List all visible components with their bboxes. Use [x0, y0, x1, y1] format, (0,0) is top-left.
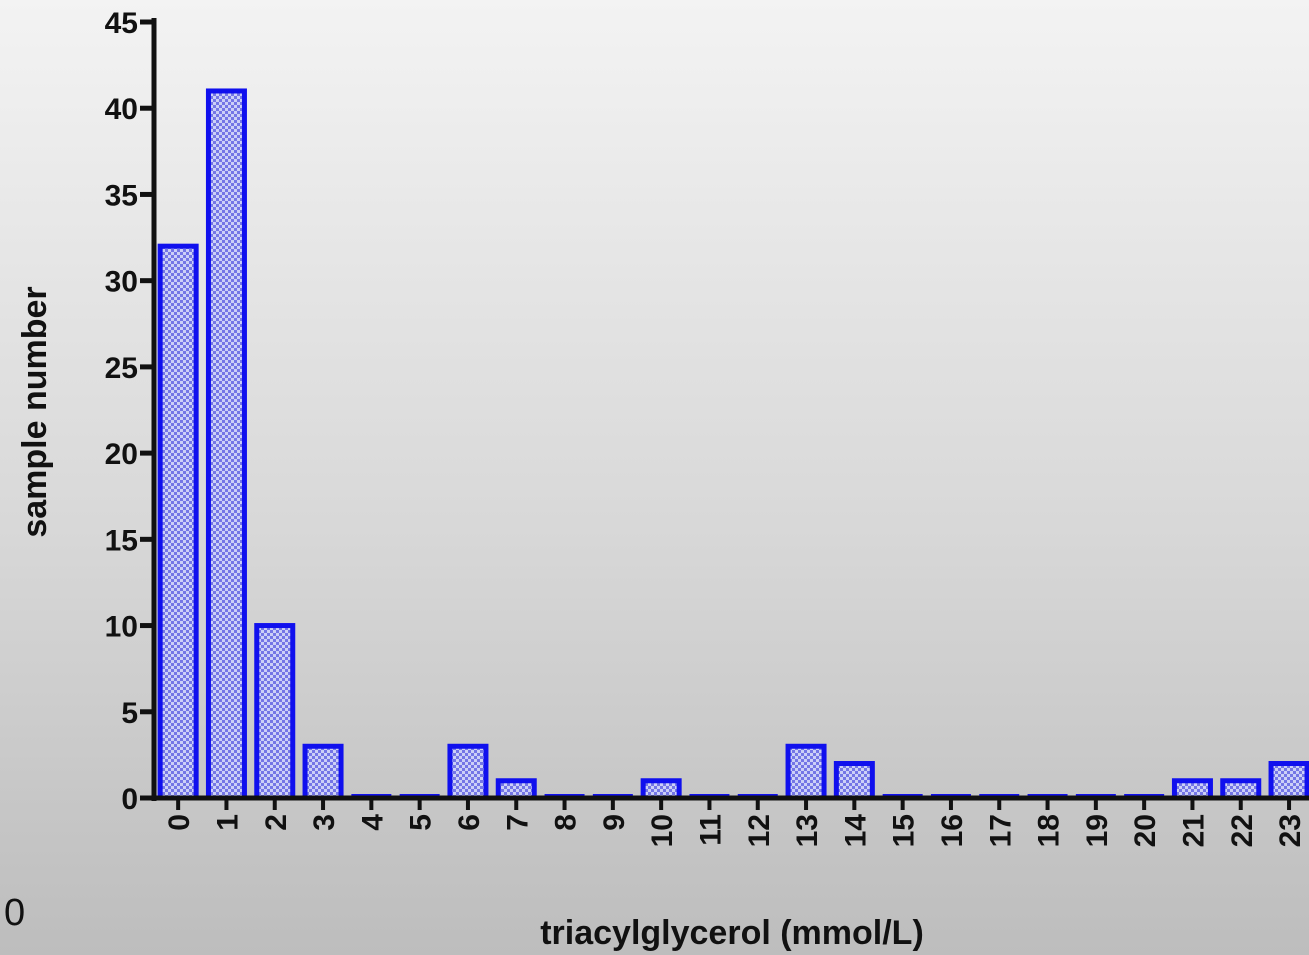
x-axis-title: triacylglycerol (mmol/L) [540, 914, 924, 952]
x-tick-label-6: 6 [453, 814, 486, 831]
y-axis: 0 5 10 15 20 25 30 35 40 45 [105, 7, 157, 816]
x-tick-label-2: 2 [260, 814, 293, 831]
bar-3 [302, 743, 344, 801]
bar-6 [447, 743, 489, 801]
x-tick-label-0: 0 [163, 814, 196, 831]
y-tick-label-35: 35 [105, 179, 138, 212]
x-tick-label-3: 3 [308, 814, 341, 831]
x-tick-label-12: 12 [743, 814, 776, 847]
x-tick-label-17: 17 [984, 814, 1017, 847]
bar-2 [254, 623, 296, 801]
x-tick-label-14: 14 [839, 814, 872, 848]
x-tick-label-5: 5 [405, 814, 438, 831]
bar-21 [1171, 778, 1213, 801]
y-tick-label-25: 25 [105, 352, 138, 385]
bar-7 [495, 778, 537, 801]
bar-0 [157, 243, 199, 801]
x-tick-label-19: 19 [1081, 814, 1114, 847]
corner-label: 0 [4, 892, 26, 934]
y-tick-label-10: 10 [105, 611, 138, 644]
x-tick-label-1: 1 [211, 814, 244, 831]
x-tick-label-4: 4 [356, 814, 389, 831]
bar-22 [1220, 778, 1262, 801]
x-tick-label-11: 11 [694, 814, 727, 846]
bar-13 [785, 743, 827, 801]
x-tick-label-20: 20 [1129, 814, 1162, 847]
x-tick-label-10: 10 [646, 814, 679, 847]
y-tick-label-45: 45 [105, 7, 138, 40]
y-tick-label-30: 30 [105, 266, 138, 299]
x-tick-label-22: 22 [1226, 814, 1259, 847]
bar-10 [640, 778, 682, 801]
x-tick-label-15: 15 [888, 814, 921, 847]
x-tick-label-8: 8 [550, 814, 583, 831]
bar-14 [833, 761, 875, 801]
y-tick-label-0: 0 [121, 783, 138, 816]
x-tick-label-18: 18 [1033, 814, 1066, 847]
x-tick-label-16: 16 [936, 814, 969, 847]
y-axis-title: sample number [16, 286, 54, 537]
x-tick-label-21: 21 [1177, 814, 1210, 847]
bar-1 [205, 88, 247, 801]
y-tick-label-15: 15 [105, 524, 138, 557]
x-axis: 0 1 2 3 4 5 6 7 8 9 10 11 12 13 14 15 16 17 18 19 20 21 22 23 [151, 795, 1309, 848]
y-tick-label-5: 5 [121, 697, 138, 730]
x-tick-label-13: 13 [791, 814, 824, 847]
y-tick-label-40: 40 [105, 93, 138, 126]
x-tick-label-23: 23 [1274, 814, 1307, 847]
x-tick-label-7: 7 [501, 814, 534, 831]
y-tick-label-20: 20 [105, 438, 138, 471]
bar-23 [1268, 761, 1309, 801]
x-tick-label-9: 9 [598, 814, 631, 831]
bars-group [157, 88, 1309, 801]
